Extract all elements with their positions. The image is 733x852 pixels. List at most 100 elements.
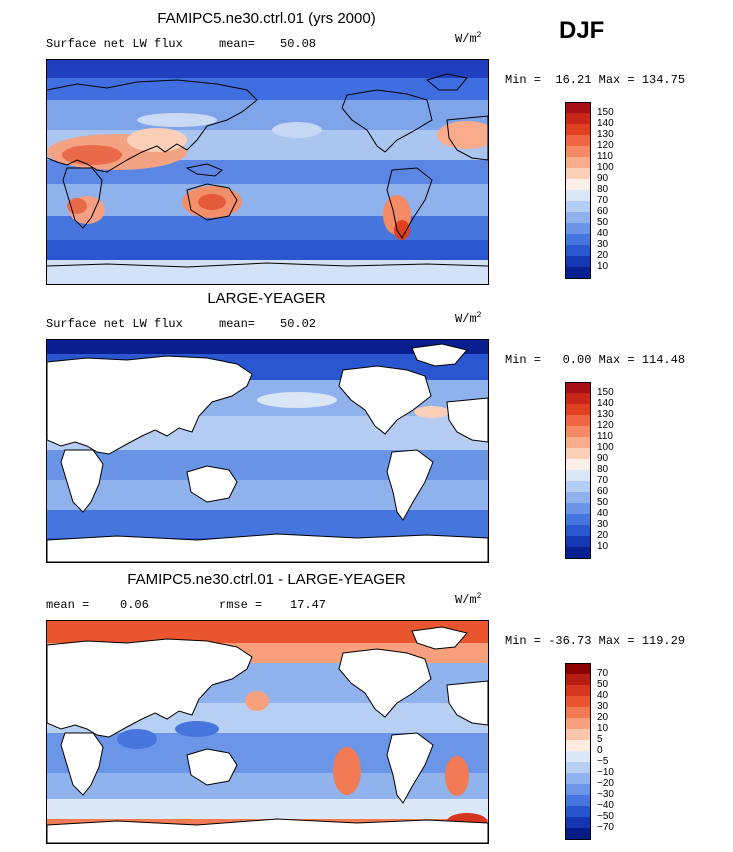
colorbar-swatch bbox=[565, 234, 591, 246]
panel-1-minmax: Min = 16.21 Max = 134.75 bbox=[505, 73, 686, 87]
colorbar-swatch bbox=[565, 718, 591, 730]
colorbar-swatch bbox=[565, 124, 591, 136]
colorbar-swatch bbox=[565, 404, 591, 416]
colorbar-tick-label: 30 bbox=[597, 239, 609, 250]
colorbar-tick-label: −30 bbox=[597, 789, 614, 800]
colorbar-swatch bbox=[565, 459, 591, 471]
colorbar-tick-label: 20 bbox=[597, 250, 609, 261]
colorbar-swatch bbox=[565, 212, 591, 224]
panel-3-colorbar: 70 50 40 30 20 10 5 0 −5 −10 −20 −30 −40 −50 −70 bbox=[565, 663, 625, 840]
colorbar-swatch bbox=[565, 525, 591, 537]
colorbar-swatch bbox=[565, 729, 591, 741]
colorbar-tick-label: 100 bbox=[597, 162, 614, 173]
colorbar-tick-label: 20 bbox=[597, 712, 609, 723]
panel-1-colorbar: 150 140 130 120 110 100 90 80 70 60 50 40 30 20 10 bbox=[565, 102, 625, 279]
panel-2-colorbar: 150 140 130 120 110 100 90 80 70 60 50 40 30 20 10 bbox=[565, 382, 625, 559]
colorbar-swatch bbox=[565, 492, 591, 504]
panel-3-map bbox=[46, 620, 489, 844]
colorbar-tick-label: −70 bbox=[597, 822, 614, 833]
colorbar-swatch bbox=[565, 437, 591, 449]
colorbar-swatch bbox=[565, 707, 591, 719]
colorbar-tick-label: 50 bbox=[597, 217, 609, 228]
colorbar-swatch bbox=[565, 190, 591, 202]
colorbar-swatch bbox=[565, 762, 591, 774]
colorbar-tick-label: 60 bbox=[597, 486, 609, 497]
panel-3-mean-value: 0.06 bbox=[120, 598, 149, 612]
colorbar-swatch bbox=[565, 481, 591, 493]
colorbar-tick-label: −50 bbox=[597, 811, 614, 822]
colorbar-tick-label: 150 bbox=[597, 107, 614, 118]
panel-2-map bbox=[46, 339, 489, 563]
colorbar-swatch bbox=[565, 751, 591, 763]
colorbar-tick-label: 0 bbox=[597, 745, 603, 756]
colorbar-swatch bbox=[565, 795, 591, 807]
colorbar-tick-label: 110 bbox=[597, 151, 613, 162]
panel-3-rmse-label: rmse = bbox=[219, 598, 263, 612]
colorbar-tick-label: 130 bbox=[597, 129, 614, 140]
colorbar-tick-label: 50 bbox=[597, 679, 609, 690]
colorbar-swatch bbox=[565, 784, 591, 796]
colorbar-tick-label: 80 bbox=[597, 464, 609, 475]
colorbar-swatch bbox=[565, 663, 591, 675]
panel-3-mean-label: mean = bbox=[46, 598, 90, 612]
colorbar-swatch bbox=[565, 817, 591, 829]
colorbar-swatch bbox=[565, 157, 591, 169]
colorbar-tick-label: 30 bbox=[597, 519, 609, 530]
colorbar-tick-label: 150 bbox=[597, 387, 614, 398]
colorbar-tick-label: −20 bbox=[597, 778, 614, 789]
colorbar-tick-label: −40 bbox=[597, 800, 614, 811]
colorbar-tick-label: 60 bbox=[597, 206, 609, 217]
colorbar-swatch bbox=[565, 267, 591, 279]
colorbar-tick-label: 10 bbox=[597, 723, 609, 734]
colorbar-tick-label: 50 bbox=[597, 497, 609, 508]
colorbar-swatch bbox=[565, 828, 591, 840]
panel-3-title: FAMIPC5.ne30.ctrl.01 - LARGE-YEAGER bbox=[127, 571, 406, 588]
colorbar-swatch bbox=[565, 806, 591, 818]
colorbar-tick-label: 140 bbox=[597, 118, 614, 129]
colorbar-tick-label: 70 bbox=[597, 195, 609, 206]
panel-3-rmse-value: 17.47 bbox=[290, 598, 327, 612]
colorbar-tick-label: 30 bbox=[597, 701, 609, 712]
panel-2-title: LARGE-YEAGER bbox=[207, 290, 326, 307]
colorbar-swatch bbox=[565, 245, 591, 257]
colorbar-tick-label: −5 bbox=[597, 756, 609, 767]
colorbar-swatch bbox=[565, 426, 591, 438]
colorbar-swatch bbox=[565, 503, 591, 515]
panel-1-mean-value: 50.08 bbox=[280, 37, 317, 51]
colorbar-swatch bbox=[565, 514, 591, 526]
colorbar-swatch bbox=[565, 470, 591, 482]
colorbar-tick-label: 40 bbox=[597, 508, 609, 519]
colorbar-swatch bbox=[565, 146, 591, 158]
colorbar-tick-label: 20 bbox=[597, 530, 609, 541]
colorbar-swatch bbox=[565, 113, 591, 125]
panel-1-map bbox=[46, 59, 489, 285]
colorbar-swatch bbox=[565, 536, 591, 548]
colorbar-tick-label: 90 bbox=[597, 173, 609, 184]
colorbar-tick-label: 110 bbox=[597, 431, 613, 442]
colorbar-swatch bbox=[565, 135, 591, 147]
colorbar-swatch bbox=[565, 223, 591, 235]
colorbar-tick-label: 80 bbox=[597, 184, 609, 195]
colorbar-tick-label: 70 bbox=[597, 475, 609, 486]
colorbar-tick-label: 40 bbox=[597, 690, 609, 701]
colorbar-swatch bbox=[565, 415, 591, 427]
colorbar-tick-label: 100 bbox=[597, 442, 614, 453]
panel-1-mean-label: mean= bbox=[219, 37, 256, 51]
colorbar-tick-label: 10 bbox=[597, 261, 609, 272]
colorbar-tick-label: 130 bbox=[597, 409, 614, 420]
colorbar-tick-label: 90 bbox=[597, 453, 609, 464]
colorbar-tick-label: 120 bbox=[597, 140, 614, 151]
colorbar-swatch bbox=[565, 382, 591, 394]
colorbar-tick-label: 120 bbox=[597, 420, 614, 431]
colorbar-tick-label: 70 bbox=[597, 668, 609, 679]
colorbar-swatch bbox=[565, 102, 591, 114]
colorbar-tick-label: 140 bbox=[597, 398, 614, 409]
colorbar-tick-label: 10 bbox=[597, 541, 609, 552]
panel-2-unit: W/m2 bbox=[455, 311, 482, 326]
panel-2-minmax: Min = 0.00 Max = 114.48 bbox=[505, 353, 686, 367]
season-label: DJF bbox=[559, 17, 605, 44]
colorbar-swatch bbox=[565, 393, 591, 405]
panel-2-variable-label: Surface net LW flux bbox=[46, 317, 183, 331]
colorbar-swatch bbox=[565, 740, 591, 752]
panel-3-unit: W/m2 bbox=[455, 592, 482, 607]
